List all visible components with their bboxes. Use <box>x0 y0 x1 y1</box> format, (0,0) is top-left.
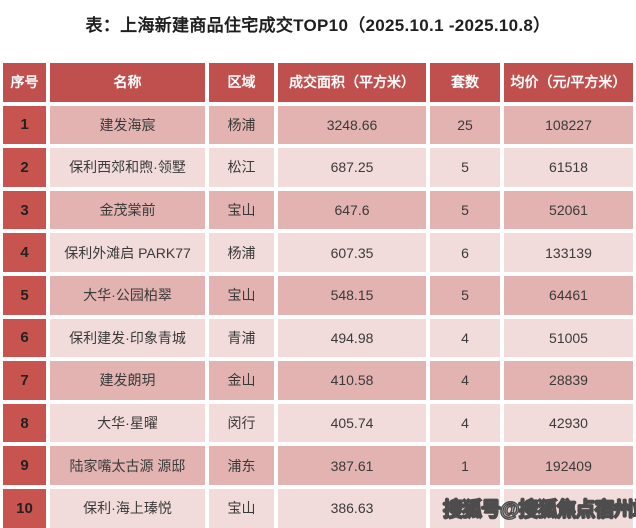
rank-cell: 7 <box>3 361 46 400</box>
data-cell: 宝山 <box>209 190 274 230</box>
data-cell: 6 <box>430 233 500 272</box>
data-cell: 大华·星曜 <box>50 403 205 443</box>
data-cell <box>430 488 500 528</box>
data-cell: 52061 <box>504 190 633 230</box>
data-cell: 61518 <box>504 148 633 187</box>
data-cell: 607.35 <box>278 233 426 272</box>
rank-cell: 8 <box>3 403 46 443</box>
data-cell: 保利外滩启 PARK77 <box>50 233 205 272</box>
data-cell: 青浦 <box>209 318 274 358</box>
top10-table: 序号 名称 区域 成交面积（平方米） 套数 均价（元/平方米） 1 建发海宸 杨浦 3248.66… <box>3 63 633 528</box>
data-cell: 3248.66 <box>278 105 426 145</box>
data-cell: 5 <box>430 190 500 230</box>
data-cell: 5 <box>430 275 500 315</box>
data-cell: 647.6 <box>278 190 426 230</box>
data-cell: 28839 <box>504 361 633 400</box>
data-cell: 建发朗玥 <box>50 361 205 400</box>
data-cell: 5 <box>430 148 500 187</box>
rank-cell: 1 <box>3 105 46 145</box>
data-cell: 陆家嘴太古源 源邸 <box>50 446 205 485</box>
data-cell: 松江 <box>209 148 274 187</box>
data-cell: 建发海宸 <box>50 105 205 145</box>
data-cell: 浦东 <box>209 446 274 485</box>
rank-cell: 9 <box>3 446 46 485</box>
data-cell: 108227 <box>504 105 633 145</box>
data-cell: 687.25 <box>278 148 426 187</box>
data-cell: 405.74 <box>278 403 426 443</box>
data-cell: 大华·公园柏翠 <box>50 275 205 315</box>
data-cell: 4 <box>430 403 500 443</box>
data-cell: 保利·海上瑧悦 <box>50 488 205 528</box>
column-header: 均价（元/平方米） <box>504 63 633 102</box>
data-cell: 金茂棠前 <box>50 190 205 230</box>
data-cell: 64461 <box>504 275 633 315</box>
data-cell: 548.15 <box>278 275 426 315</box>
column-header: 区域 <box>209 63 274 102</box>
rank-cell: 5 <box>3 275 46 315</box>
data-cell: 25 <box>430 105 500 145</box>
data-cell: 387.61 <box>278 446 426 485</box>
data-cell: 42930 <box>504 403 633 443</box>
data-cell: 4 <box>430 318 500 358</box>
watermark: 搜狐号@搜狐焦点宿州站 <box>442 498 636 521</box>
data-cell: 宝山 <box>209 488 274 528</box>
data-cell: 494.98 <box>278 318 426 358</box>
rank-cell: 2 <box>3 148 46 187</box>
data-cell: 保利建发·印象青城 <box>50 318 205 358</box>
data-cell: 宝山 <box>209 275 274 315</box>
data-cell: 410.58 <box>278 361 426 400</box>
data-cell: 192409 <box>504 446 633 485</box>
data-cell <box>504 488 633 528</box>
page-title: 表：上海新建商品住宅成交TOP10（2025.10.1 -2025.10.8） <box>85 16 551 35</box>
rank-cell: 3 <box>3 190 46 230</box>
data-cell: 闵行 <box>209 403 274 443</box>
data-cell: 1 <box>430 446 500 485</box>
column-header: 名称 <box>50 63 205 102</box>
data-cell: 保利西郊和煦·领墅 <box>50 148 205 187</box>
data-cell: 金山 <box>209 361 274 400</box>
data-cell: 386.63 <box>278 488 426 528</box>
column-header: 序号 <box>3 63 46 102</box>
data-cell: 杨浦 <box>209 105 274 145</box>
rank-cell: 4 <box>3 233 46 272</box>
data-cell: 51005 <box>504 318 633 358</box>
column-header: 成交面积（平方米） <box>278 63 426 102</box>
rank-cell: 10 <box>3 488 46 528</box>
column-header: 套数 <box>430 63 500 102</box>
rank-cell: 6 <box>3 318 46 358</box>
data-cell: 4 <box>430 361 500 400</box>
data-cell: 133139 <box>504 233 633 272</box>
data-cell: 杨浦 <box>209 233 274 272</box>
